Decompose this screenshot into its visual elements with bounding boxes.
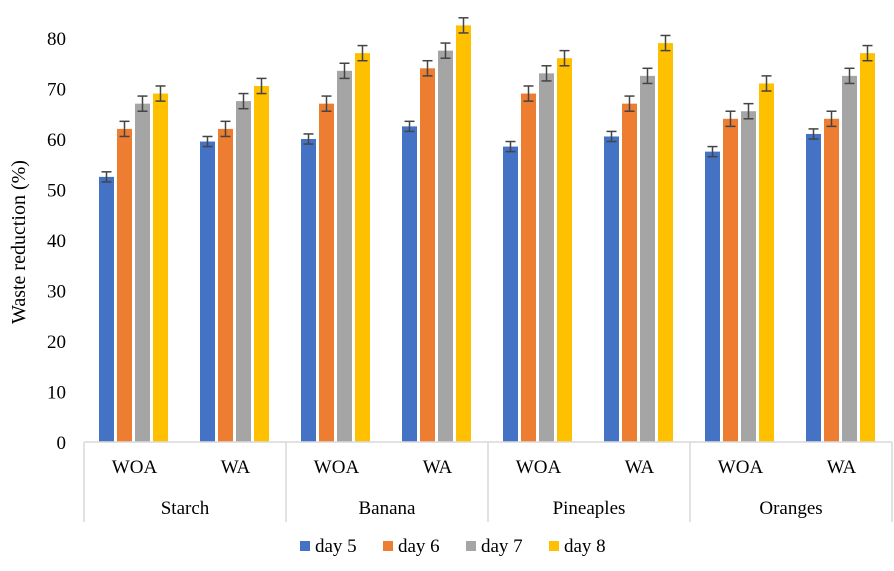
x-subcategory-label: WA — [827, 457, 857, 478]
y-tick-label: 30 — [47, 282, 66, 303]
bar — [557, 58, 572, 442]
bar — [355, 53, 370, 443]
bar — [604, 136, 619, 442]
x-group-label: Pineaples — [553, 498, 626, 519]
y-tick-label: 0 — [57, 433, 67, 454]
legend-label: day 5 — [315, 536, 357, 557]
bar — [521, 93, 536, 443]
x-group-label: Starch — [161, 498, 210, 519]
bar — [860, 53, 875, 443]
bar — [503, 146, 518, 442]
bar — [420, 68, 435, 443]
bar — [301, 139, 316, 442]
x-subcategory-label: WA — [423, 457, 453, 478]
bar — [402, 126, 417, 442]
bar — [723, 118, 738, 443]
legend-label: day 6 — [398, 536, 440, 557]
y-tick-label: 10 — [47, 383, 66, 404]
y-tick-label: 60 — [47, 130, 66, 151]
bar — [218, 128, 233, 442]
x-group-label: Oranges — [759, 498, 822, 519]
y-axis-title-group: Waste reduction (%) — [8, 160, 30, 324]
x-group-label: Banana — [359, 498, 417, 519]
legend-swatch — [549, 541, 559, 551]
bar — [153, 93, 168, 443]
y-axis-title: Waste reduction (%) — [8, 160, 30, 324]
legend-label: day 7 — [481, 536, 523, 557]
bar — [741, 111, 756, 442]
bar — [135, 103, 150, 443]
y-tick-label: 20 — [47, 332, 66, 353]
x-subcategory-label: WA — [625, 457, 655, 478]
bar — [337, 70, 352, 442]
x-subcategory-label: WOA — [314, 457, 360, 478]
bar — [254, 85, 269, 442]
bar — [456, 25, 471, 442]
y-tick-label: 50 — [47, 181, 66, 202]
bar — [842, 75, 857, 442]
y-tick-label: 80 — [47, 29, 66, 50]
bars-layer — [99, 25, 875, 443]
bar — [539, 73, 554, 442]
error-bars-layer — [101, 17, 873, 183]
bar — [759, 83, 774, 442]
x-subcategory-label: WOA — [112, 457, 158, 478]
legend: day 5 day 6 day 7 day 8 — [300, 536, 606, 557]
bar — [200, 141, 215, 442]
bar — [705, 151, 720, 442]
y-tick-label: 70 — [47, 80, 66, 101]
bar — [438, 50, 453, 442]
x-subcategory-label: WOA — [516, 457, 562, 478]
bar — [236, 101, 251, 442]
bar — [117, 128, 132, 442]
bar — [806, 133, 821, 442]
bar — [658, 43, 673, 443]
bar — [622, 103, 637, 443]
y-tick-label: 40 — [47, 231, 66, 252]
x-subcategory-label: WOA — [718, 457, 764, 478]
x-axis: WOA WA WOA WA WOA WA WOA WA Starch Banana Pineaple… — [83, 441, 893, 522]
bar — [319, 103, 334, 443]
y-axis-ticks: 0 10 20 30 40 50 60 70 80 — [47, 29, 66, 454]
legend-swatch — [466, 541, 476, 551]
bar — [640, 75, 655, 442]
legend-label: day 8 — [564, 536, 606, 557]
bar — [824, 118, 839, 443]
legend-swatch — [300, 541, 310, 551]
bar — [99, 176, 114, 442]
legend-swatch — [383, 541, 393, 551]
x-subcategory-label: WA — [221, 457, 251, 478]
